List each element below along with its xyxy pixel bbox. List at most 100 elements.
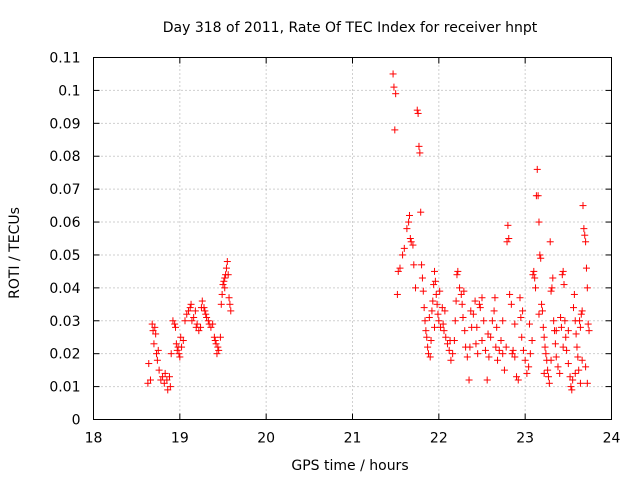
data-point	[478, 294, 486, 302]
data-point	[421, 317, 429, 325]
data-point	[429, 297, 437, 305]
y-tick-label: 0.05	[49, 248, 80, 264]
data-point	[556, 369, 564, 377]
data-point	[227, 307, 235, 315]
data-point	[183, 310, 191, 318]
data-point	[152, 330, 160, 338]
data-point	[422, 327, 430, 335]
grid	[93, 57, 612, 420]
data-point	[451, 317, 459, 325]
data-point	[452, 297, 460, 305]
data-point	[474, 350, 482, 358]
data-point	[511, 320, 519, 328]
data-point	[529, 271, 537, 279]
x-tick-label: 18	[85, 431, 103, 447]
data-point	[226, 300, 234, 308]
data-point	[200, 304, 208, 312]
data-point	[495, 346, 503, 354]
data-point	[504, 221, 512, 229]
data-point	[497, 337, 505, 345]
data-point	[581, 231, 589, 239]
data-point	[434, 310, 442, 318]
data-point	[572, 330, 580, 338]
data-point	[582, 264, 590, 272]
data-point	[410, 261, 418, 269]
data-point	[405, 211, 413, 219]
data-point	[219, 281, 227, 289]
data-point	[201, 307, 209, 315]
data-point	[418, 261, 426, 269]
x-axis-label: GPS time / hours	[291, 458, 408, 474]
x-tick-label: 20	[257, 431, 275, 447]
data-point	[441, 307, 449, 315]
data-point	[525, 320, 533, 328]
data-point	[499, 317, 507, 325]
data-point	[191, 307, 199, 315]
x-tick-label: 21	[344, 431, 362, 447]
data-point	[561, 317, 569, 325]
data-point	[551, 340, 559, 348]
data-point	[570, 290, 578, 298]
data-point	[216, 333, 224, 341]
data-point	[419, 287, 427, 295]
data-point	[220, 277, 228, 285]
data-point	[412, 284, 420, 292]
data-point	[502, 343, 510, 351]
data-point	[507, 300, 515, 308]
data-point	[442, 333, 450, 341]
data-point	[518, 333, 526, 341]
data-point	[165, 373, 173, 381]
data-point	[157, 376, 165, 384]
data-point	[406, 235, 414, 242]
data-point	[533, 165, 541, 173]
data-point	[564, 360, 572, 368]
data-point	[435, 317, 443, 325]
plot-frame	[93, 57, 612, 420]
data-point	[583, 284, 591, 292]
data-point	[413, 106, 421, 114]
data-point	[209, 320, 217, 328]
data-point	[218, 290, 226, 298]
data-point	[427, 337, 435, 345]
data-point	[505, 235, 513, 242]
data-point	[569, 376, 577, 384]
data-point	[193, 320, 201, 328]
data-point	[509, 346, 517, 354]
data-point	[458, 300, 466, 308]
data-point	[547, 356, 555, 364]
data-point	[181, 317, 189, 325]
data-point	[506, 290, 514, 298]
data-point	[503, 238, 511, 246]
data-point	[431, 323, 439, 331]
data-point	[153, 356, 161, 364]
data-point	[393, 290, 401, 298]
data-point	[576, 317, 584, 325]
data-point	[224, 271, 232, 279]
data-point	[225, 294, 233, 302]
y-tick-label: 0.09	[49, 116, 80, 132]
data-point	[146, 376, 154, 384]
data-point	[514, 376, 522, 384]
data-point	[431, 267, 439, 275]
data-point	[578, 307, 586, 315]
data-point	[456, 284, 464, 292]
x-tick-label: 19	[171, 431, 189, 447]
data-point	[563, 346, 571, 354]
data-point	[416, 149, 424, 157]
data-point	[172, 340, 180, 348]
data-point	[562, 333, 570, 341]
data-point	[203, 313, 211, 321]
data-point	[534, 192, 542, 200]
data-point	[567, 383, 575, 391]
data-point	[544, 366, 552, 374]
data-point	[202, 310, 210, 318]
data-point	[463, 353, 471, 361]
data-point	[153, 350, 161, 358]
data-point	[530, 267, 538, 275]
data-point	[459, 313, 467, 321]
x-tick-label: 23	[516, 431, 534, 447]
data-point	[211, 337, 219, 345]
data-point	[155, 366, 163, 374]
data-point	[548, 284, 556, 292]
data-point	[544, 373, 552, 381]
